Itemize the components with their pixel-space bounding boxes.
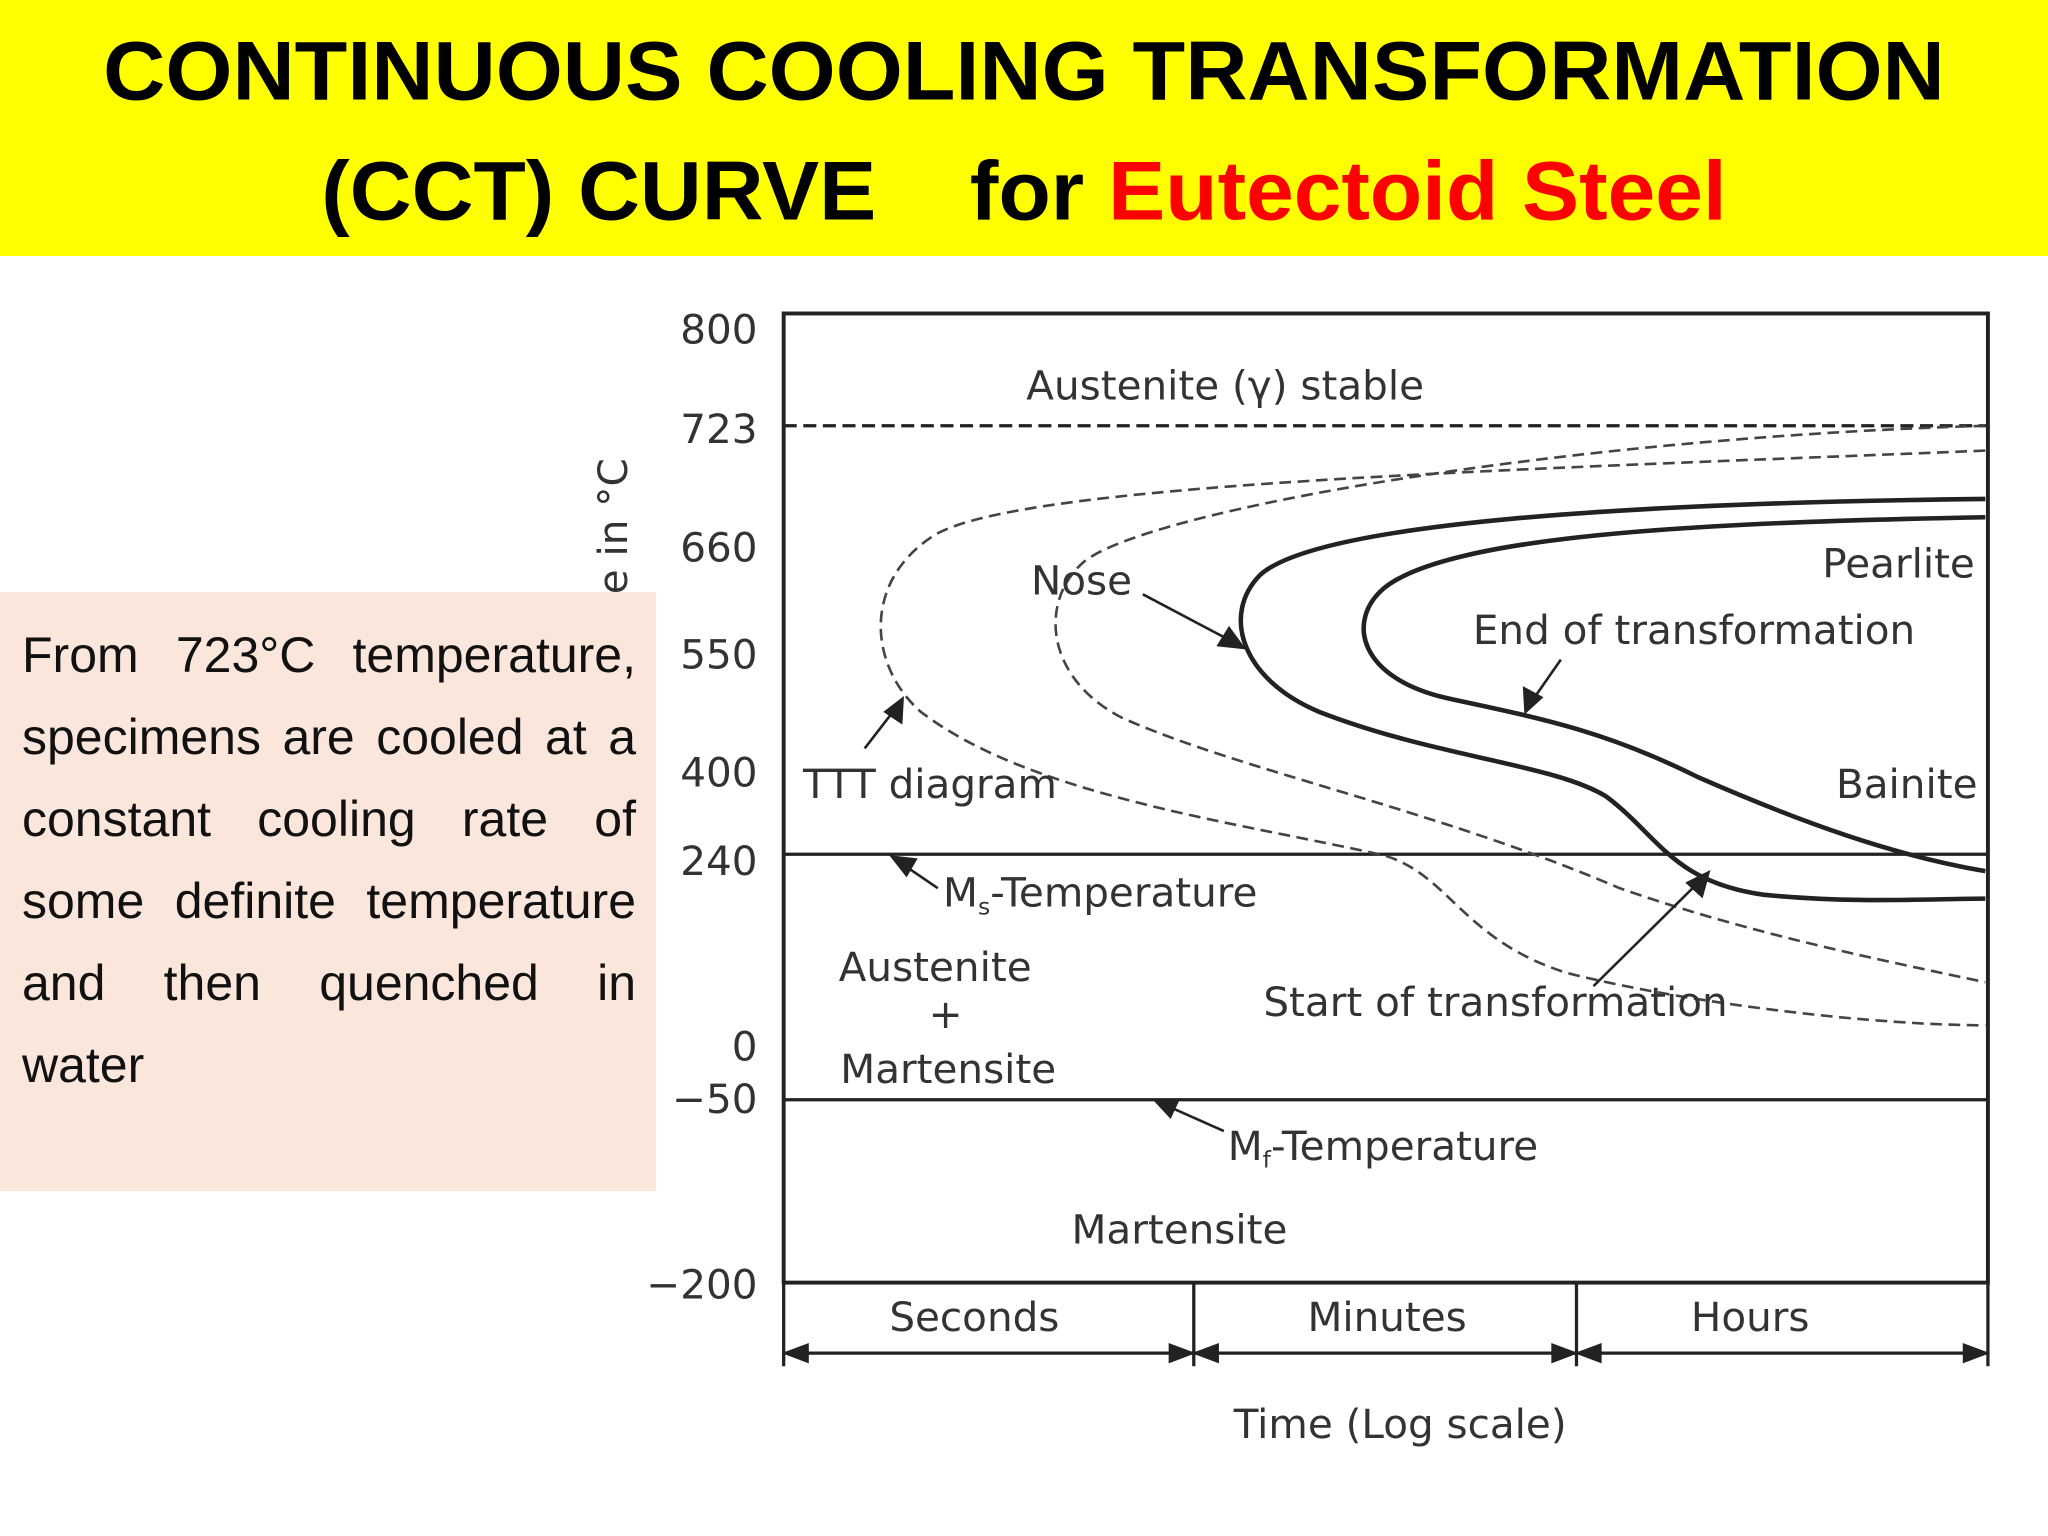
martensite-label: Martensite [1071, 1205, 1287, 1253]
y-tick-label: 550 [680, 631, 757, 679]
symbol: M [1228, 1122, 1263, 1170]
end-transformation-label: End of transformation [1473, 606, 1915, 654]
time-range-label: Minutes [1307, 1293, 1466, 1341]
arrows [863, 593, 1711, 1133]
y-tick-label: −200 [646, 1260, 757, 1308]
time-scale [781, 1282, 1990, 1367]
time-range-label: Seconds [889, 1293, 1059, 1341]
symbol: M [943, 868, 978, 916]
y-tick-label: 660 [680, 524, 757, 572]
title-line2: (CCT) CURVE for Eutectoid Steel [321, 143, 1726, 237]
austenite-stable-label: Austenite (γ) stable [1026, 362, 1424, 410]
ttt-diagram-label: TTT diagram [802, 760, 1057, 808]
text: -Temperature [990, 868, 1257, 916]
cct-end-curve [1361, 514, 1986, 874]
diagram-frame [781, 311, 1990, 1285]
subscript: f [1263, 1146, 1272, 1174]
y-tick-label: 800 [680, 306, 757, 354]
y-tick-label: 240 [680, 837, 757, 885]
nose-label: Nose [1031, 556, 1132, 604]
bainite-label: Bainite [1836, 760, 1977, 808]
text: -Temperature [1271, 1122, 1538, 1170]
description-box: From 723°C temperature, specimens are co… [0, 592, 656, 1191]
title-bar [0, 0, 2048, 256]
pearlite-label: Pearlite [1822, 539, 1975, 587]
ttt-outer-curve [879, 449, 1986, 1027]
ttt-inner-curve [1054, 424, 1986, 984]
austenite-label: Austenite [839, 943, 1032, 991]
start-transformation-label: Start of transformation [1263, 978, 1727, 1026]
cct-start-curve [1238, 496, 1986, 903]
y-tick-label: −50 [672, 1075, 757, 1123]
x-axis-label: Time (Log scale) [1233, 1400, 1567, 1448]
martensite-mixed-label: Martensite [840, 1045, 1056, 1093]
title-part: (CCT) CURVE [321, 143, 876, 237]
y-axis-label: e in °C [589, 458, 637, 594]
title-part: for [970, 143, 1084, 237]
time-range-label: Hours [1691, 1293, 1810, 1341]
ms-temperature-label: Ms-Temperature [943, 868, 1257, 920]
title-highlight: Eutectoid Steel [1108, 143, 1727, 237]
y-tick-label: 723 [680, 405, 757, 453]
subscript: s [978, 892, 990, 920]
y-tick-label: 0 [732, 1023, 758, 1071]
title-line1: CONTINUOUS COOLING TRANSFORMATION [103, 23, 1945, 117]
mf-temperature-label: Mf-Temperature [1228, 1122, 1538, 1174]
y-tick-label: 400 [680, 748, 757, 796]
plus-label: + [929, 990, 963, 1038]
